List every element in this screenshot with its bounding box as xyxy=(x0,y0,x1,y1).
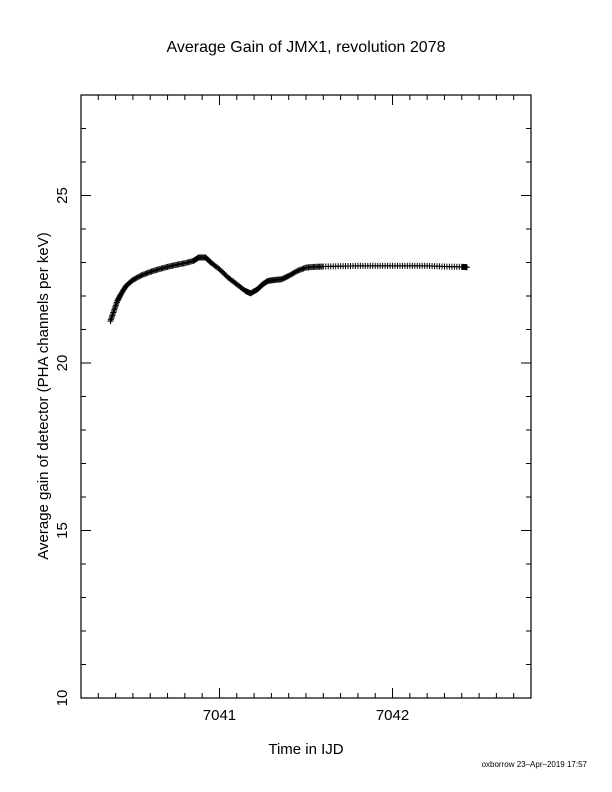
chart-title: Average Gain of JMX1, revolution 2078 xyxy=(167,39,446,56)
x-axis-label: Time in IJD xyxy=(268,741,343,758)
y-tick-label: 15 xyxy=(54,522,71,539)
x-tick-label: 7041 xyxy=(203,707,236,724)
data-point xyxy=(406,262,428,269)
data-point xyxy=(441,263,463,270)
data-point xyxy=(225,274,239,287)
y-axis-label: Average gain of detector (PHA channels p… xyxy=(35,232,52,559)
y-tick-label: 25 xyxy=(54,187,71,204)
data-point xyxy=(372,262,394,269)
data-point xyxy=(463,264,470,271)
data-point xyxy=(107,309,117,325)
x-tick-label: 7042 xyxy=(376,707,409,724)
data-point xyxy=(233,281,248,294)
data-point xyxy=(110,299,120,315)
minor-ticks xyxy=(80,94,532,698)
data-point xyxy=(303,263,317,271)
data-points xyxy=(107,254,470,325)
data-point xyxy=(123,277,135,289)
data-point xyxy=(294,265,308,274)
y-tick-label: 10 xyxy=(54,690,71,707)
data-point xyxy=(285,268,300,279)
data-point xyxy=(354,262,376,269)
data-point xyxy=(147,266,161,275)
data-point xyxy=(320,263,342,270)
y-axis-ticks: 10 15 20 25 xyxy=(54,187,531,706)
plot-frame xyxy=(80,94,532,699)
y-tick-label: 20 xyxy=(54,355,71,372)
data-point xyxy=(117,284,129,298)
data-point xyxy=(129,272,144,283)
footer-credit: oxborrow 23–Apr–2019 17:57 xyxy=(482,760,588,769)
x-axis-ticks: 7041 7042 xyxy=(203,95,409,724)
